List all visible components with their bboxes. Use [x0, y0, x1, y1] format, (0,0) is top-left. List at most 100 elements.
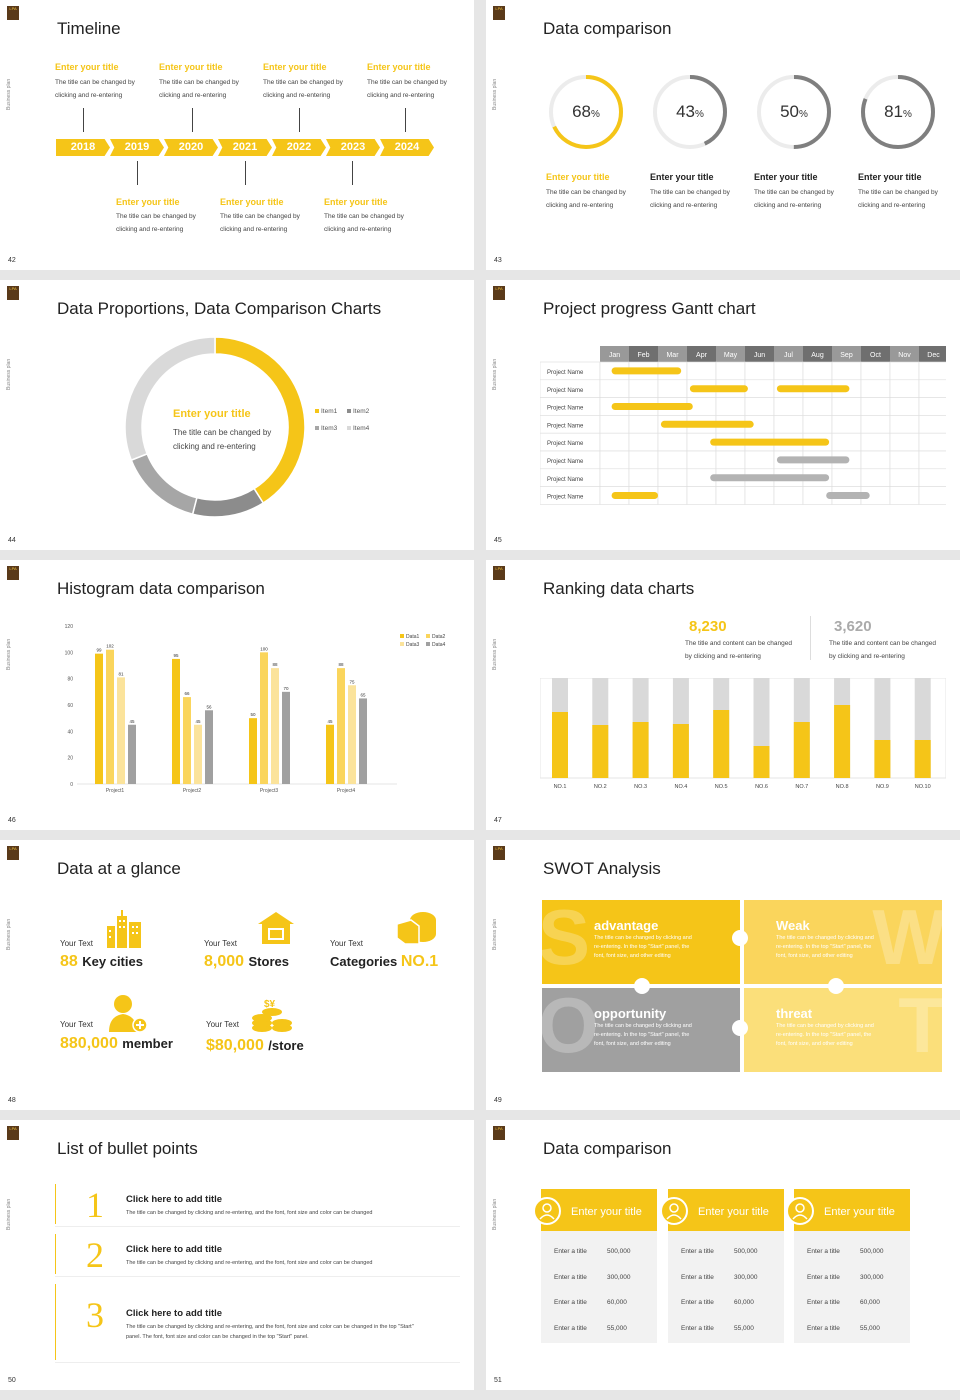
glance-item-5: $80,000 /store — [206, 1037, 304, 1054]
grid-cell — [860, 397, 891, 416]
page-number: 51 — [494, 1377, 502, 1384]
user-icon — [660, 1197, 688, 1225]
grid-cell — [860, 432, 891, 452]
card-row-value: 55,000 — [860, 1324, 880, 1332]
grid-cell — [889, 415, 920, 434]
legend-label: Data4 — [432, 642, 446, 648]
slide-50[interactable]: LPA Business plan List of bullet points … — [0, 1120, 474, 1390]
month-label: Sep — [840, 352, 853, 359]
slide-51[interactable]: LPA Business plan Data comparison 51 Ent… — [486, 1120, 960, 1390]
grid-cell — [831, 361, 862, 381]
grid-cell — [715, 397, 746, 416]
rank-label: NO.6 — [755, 784, 768, 790]
grid-cell — [860, 361, 891, 381]
grid-cell — [599, 379, 630, 398]
page-number: 42 — [8, 257, 16, 264]
donut-slice — [130, 452, 198, 516]
month-cell — [919, 346, 946, 362]
slide-47[interactable]: LPA Business plan Ranking data charts 47… — [486, 560, 960, 830]
grid-cell — [744, 397, 775, 416]
side-label: Business plan — [492, 918, 498, 950]
hist-bar — [260, 652, 268, 784]
month-label: Nov — [898, 352, 911, 359]
logo-icon: LPA — [493, 1126, 505, 1140]
month-cell — [861, 346, 890, 362]
card-row-value: 300,000 — [734, 1273, 758, 1281]
logo-icon: LPA — [7, 1126, 19, 1140]
hist-bar — [337, 668, 345, 784]
swot-heading: Weak — [776, 918, 810, 933]
card-row-label: Enter a title — [554, 1324, 587, 1332]
grid-cell — [628, 450, 659, 470]
grid-cell — [657, 486, 688, 505]
slide-45[interactable]: LPA Business plan Project progress Gantt… — [486, 280, 960, 550]
year-arrow: 2022 — [272, 139, 326, 156]
card-row-value: 500,000 — [734, 1248, 758, 1255]
swot-heading: threat — [776, 1006, 813, 1021]
month-cell — [890, 346, 919, 362]
card-body — [794, 1231, 910, 1343]
grid-cell — [860, 379, 891, 398]
grid-cell — [918, 450, 946, 470]
side-label: Business plan — [6, 358, 12, 390]
hist-bar — [194, 724, 202, 784]
swot-quadrant[interactable]: W Weak The title can be changed by clickin… — [744, 900, 942, 984]
grid-cell — [918, 361, 946, 381]
ring-item-text: The title can be changed by clicking and … — [858, 189, 938, 209]
slide-title: SWOT Analysis — [543, 859, 661, 878]
hist-bar — [271, 668, 279, 784]
x-tick: Project2 — [183, 788, 202, 794]
slide-title: Histogram data comparison — [57, 579, 265, 598]
row-label: Project Name — [547, 370, 584, 376]
slide-46[interactable]: LPA Business plan Histogram data compari… — [0, 560, 474, 830]
grid-cell — [918, 468, 946, 487]
grid-cell — [686, 450, 717, 470]
rank-label: NO.1 — [554, 784, 567, 790]
legend-item: Item1 — [315, 408, 337, 415]
bar-label: 56 — [206, 704, 212, 709]
page-number: 46 — [8, 817, 16, 824]
ring-value: 43% — [676, 102, 704, 121]
card-title: Enter your title — [824, 1206, 895, 1218]
grid-cell — [889, 379, 920, 398]
slide-title: Data at a glance — [57, 859, 181, 878]
card-row-label: Enter a title — [681, 1299, 714, 1306]
ring-item-title: Enter your title — [546, 172, 610, 182]
legend-item: Item2 — [347, 408, 369, 415]
glance-item-1: 88 Key cities — [60, 953, 143, 970]
year-arrow: 2019 — [110, 139, 164, 156]
row-label: Project Name — [547, 441, 584, 447]
grid-cell — [831, 397, 862, 416]
rank-bar — [672, 724, 689, 778]
card-row-label: Enter a title — [554, 1299, 587, 1306]
grid-cell — [918, 415, 946, 434]
slide-43[interactable]: LPA Business plan Data comparison 43 68%… — [486, 0, 960, 270]
legend-swatch — [400, 634, 404, 638]
grid-cell — [773, 415, 804, 434]
side-label: Business plan — [492, 638, 498, 670]
grid-cell — [889, 432, 920, 452]
slide-48[interactable]: LPA Business plan Data at a glance 48 Yo… — [0, 840, 474, 1110]
grid-cell — [628, 415, 659, 434]
timeline-item-text: The title can be changed by clicking and … — [159, 79, 239, 99]
grid-cell — [773, 397, 804, 416]
logo-icon: LPA — [493, 286, 505, 300]
grid-cell — [889, 468, 920, 487]
rank-value-1: 8,230 — [689, 618, 727, 635]
ring-item-text: The title can be changed by clicking and … — [754, 189, 834, 209]
slide-44[interactable]: LPA Business plan Data Proportions, Data… — [0, 280, 474, 550]
swot-text: The title can be changed by clicking and… — [594, 1023, 692, 1047]
bar-label: 66 — [184, 691, 190, 696]
bullet-accent — [55, 1184, 56, 1224]
swot-text: The title can be changed by clicking and… — [594, 935, 692, 959]
slide-42[interactable]: LPA Business plan Timeline 42 2018 2019 20… — [0, 0, 474, 270]
swot-text: The title can be changed by clicking and… — [776, 935, 874, 959]
grid-cell — [889, 361, 920, 381]
grid-cell — [657, 432, 688, 452]
